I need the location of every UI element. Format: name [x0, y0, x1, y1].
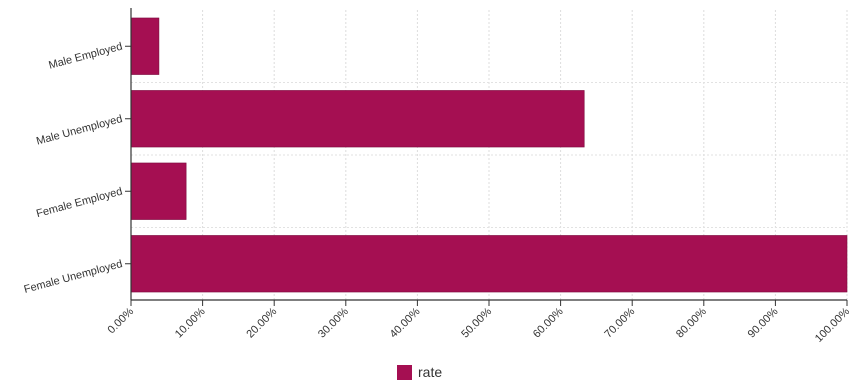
- category-label: Female Employed: [35, 186, 124, 221]
- x-tick-label: 40.00%: [388, 305, 423, 340]
- x-tick-label: 70.00%: [602, 305, 637, 340]
- x-tick-label: 90.00%: [746, 305, 781, 340]
- category-label: Female Unemployed: [23, 258, 124, 296]
- category-label: Male Unemployed: [35, 113, 124, 148]
- bar: [130, 235, 848, 293]
- bar: [130, 162, 187, 220]
- x-tick-label: 20.00%: [244, 305, 279, 340]
- x-tick-label: 80.00%: [674, 305, 709, 340]
- legend-label: rate: [418, 364, 443, 380]
- x-tick-label: 30.00%: [316, 305, 351, 340]
- axes-layer: [125, 8, 848, 306]
- x-tick-label: 10.00%: [173, 305, 208, 340]
- x-tick-label: 0.00%: [106, 305, 137, 336]
- category-labels: Male Employed Male Unemployed Female Emplo…: [23, 41, 124, 296]
- bars-layer: [130, 17, 848, 293]
- x-tick-label: 50.00%: [459, 305, 494, 340]
- x-tick-labels: 0.00% 10.00% 20.00% 30.00% 40.00% 50.00% 60.00…: [106, 305, 849, 344]
- bar: [130, 90, 585, 148]
- x-tick-label: 60.00%: [531, 305, 566, 340]
- bar: [130, 17, 160, 75]
- x-tick-label: 100.00%: [813, 305, 849, 344]
- legend: rate: [397, 364, 442, 380]
- category-label: Male Employed: [47, 41, 123, 72]
- legend-swatch: [397, 364, 412, 380]
